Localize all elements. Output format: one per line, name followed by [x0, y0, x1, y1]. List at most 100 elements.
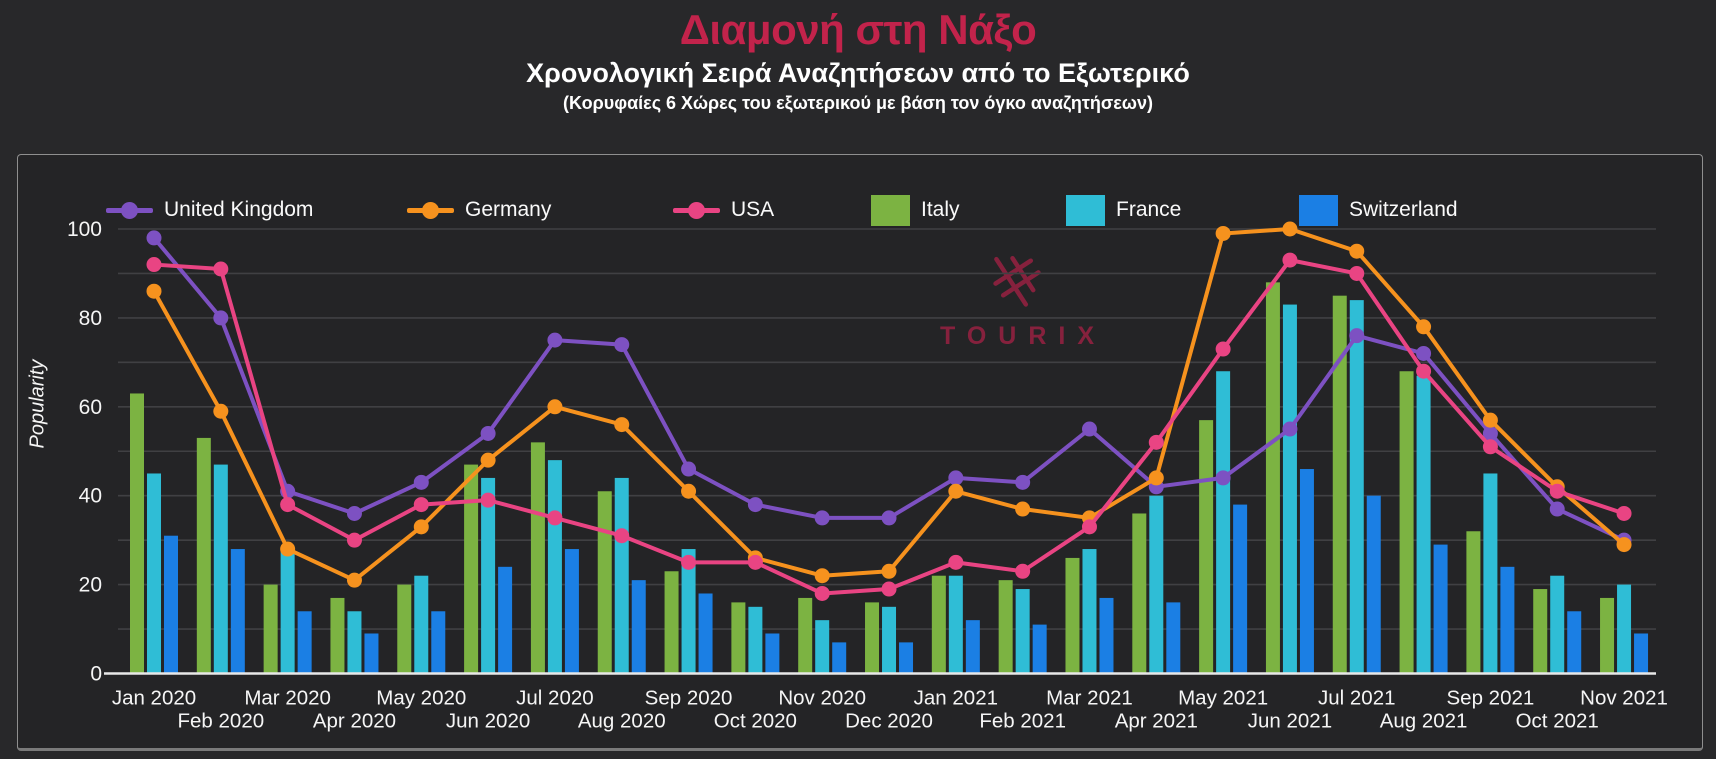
bar-france-Jun-2020	[481, 477, 496, 674]
point-united-kingdom-Aug-2021	[1416, 345, 1432, 361]
bar-italy-Mar-2021	[1065, 557, 1080, 674]
point-germany-May-2021	[1215, 225, 1231, 241]
legend-item-italy[interactable]: Italy	[871, 193, 960, 227]
x-tick-label-Jun-2021: Jun 2021	[1248, 710, 1332, 733]
bar-switzerland-Oct-2020	[765, 633, 780, 674]
point-usa-Jan-2020	[146, 257, 162, 273]
point-germany-Jan-2020	[146, 283, 162, 299]
page-subtitle: Χρονολογική Σειρά Αναζητήσεων από το Εξω…	[526, 58, 1190, 88]
page-note: (Κορυφαίες 6 Χώρες του εξωτερικού με βάσ…	[563, 93, 1153, 113]
point-usa-Jun-2021	[1282, 252, 1298, 268]
bar-switzerland-Jun-2020	[498, 566, 513, 674]
x-tick-label-Jan-2021: Jan 2021	[914, 687, 998, 710]
y-tick-label-60: 60	[79, 396, 102, 419]
point-united-kingdom-Apr-2020	[346, 505, 362, 521]
point-germany-Nov-2020	[814, 568, 830, 584]
y-tick-label-20: 20	[79, 574, 102, 597]
point-germany-Jul-2020	[547, 399, 563, 415]
legend-item-usa[interactable]: USA	[673, 193, 774, 227]
y-tick-label-100: 100	[67, 218, 102, 241]
legend-swatch-france	[1066, 194, 1105, 226]
point-united-kingdom-Jul-2021	[1349, 328, 1365, 344]
legend-swatch-switzerland	[1299, 194, 1338, 226]
point-united-kingdom-Jun-2020	[480, 425, 496, 441]
point-united-kingdom-Jun-2021	[1282, 421, 1298, 437]
bar-switzerland-Mar-2020	[297, 611, 312, 674]
bar-switzerland-Jan-2020	[164, 535, 178, 674]
bar-france-Aug-2021	[1416, 375, 1431, 674]
legend-item-france[interactable]: France	[1066, 193, 1181, 227]
bar-switzerland-Mar-2021	[1099, 597, 1114, 674]
legend-label-usa: USA	[731, 198, 775, 221]
bar-switzerland-Aug-2020	[631, 580, 646, 674]
bar-switzerland-May-2021	[1233, 504, 1248, 674]
point-germany-Feb-2021	[1015, 501, 1031, 517]
y-tick-label-80: 80	[79, 307, 102, 330]
point-united-kingdom-Jan-2021	[948, 470, 964, 486]
bar-italy-Feb-2020	[196, 437, 211, 674]
point-usa-Apr-2021	[1148, 434, 1164, 450]
bar-france-Feb-2021	[1015, 589, 1030, 674]
bar-switzerland-Jan-2021	[965, 620, 980, 674]
x-tick-label-Sep-2021: Sep 2021	[1447, 687, 1535, 710]
bar-switzerland-Jun-2021	[1299, 469, 1314, 674]
legend-label-switzerland: Switzerland	[1349, 198, 1458, 221]
point-germany-Sep-2020	[681, 483, 697, 499]
legend-item-germany[interactable]: Germany	[407, 193, 551, 227]
bar-switzerland-Feb-2021	[1032, 624, 1047, 674]
point-usa-May-2020	[413, 497, 429, 513]
bar-france-Oct-2021	[1550, 575, 1565, 674]
bar-italy-Oct-2020	[731, 602, 746, 674]
point-germany-Nov-2021	[1616, 537, 1632, 553]
bar-france-Aug-2020	[614, 477, 629, 674]
x-tick-label-Aug-2020: Aug 2020	[578, 710, 666, 733]
bar-france-Apr-2021	[1149, 495, 1164, 674]
point-usa-Nov-2020	[814, 585, 830, 601]
point-united-kingdom-Feb-2021	[1015, 474, 1031, 490]
point-germany-Apr-2020	[346, 572, 362, 588]
point-usa-Mar-2020	[280, 497, 296, 513]
bar-italy-Dec-2020	[865, 602, 880, 674]
bar-france-Jun-2021	[1282, 304, 1297, 674]
point-usa-Oct-2021	[1549, 483, 1565, 499]
bar-switzerland-Dec-2020	[899, 642, 914, 674]
bar-switzerland-Sep-2020	[698, 593, 713, 674]
bar-switzerland-Feb-2020	[230, 549, 245, 674]
point-usa-Jul-2021	[1349, 265, 1365, 281]
x-tick-label-May-2021: May 2021	[1178, 687, 1268, 710]
legend-item-united-kingdom[interactable]: United Kingdom	[106, 193, 313, 227]
point-usa-Aug-2021	[1416, 363, 1432, 379]
legend-line-marker-usa	[673, 193, 720, 227]
point-germany-Aug-2020	[614, 417, 630, 433]
point-united-kingdom-Feb-2020	[213, 310, 229, 326]
bar-switzerland-Nov-2021	[1634, 633, 1649, 674]
bar-italy-Aug-2020	[597, 491, 612, 674]
point-united-kingdom-Oct-2021	[1549, 501, 1565, 517]
legend-line-marker-germany	[407, 193, 454, 227]
point-germany-Jan-2021	[948, 483, 964, 499]
bar-italy-Feb-2021	[998, 580, 1013, 674]
bar-switzerland-Jul-2021	[1366, 495, 1381, 674]
watermark-text: TOURIX	[940, 322, 1106, 350]
point-germany-Apr-2021	[1148, 470, 1164, 486]
bar-switzerland-Nov-2020	[832, 642, 847, 674]
bar-france-Mar-2021	[1082, 549, 1097, 674]
point-united-kingdom-Dec-2020	[881, 510, 897, 526]
bar-italy-May-2020	[397, 584, 412, 674]
point-germany-Jun-2020	[480, 452, 496, 468]
point-usa-Feb-2021	[1015, 563, 1031, 579]
chart-header: Διαμονή στη Νάξο Χρονολογική Σειρά Αναζη…	[0, 0, 1716, 114]
x-tick-label-Oct-2020: Oct 2020	[714, 710, 797, 733]
point-usa-Sep-2021	[1482, 439, 1498, 455]
point-united-kingdom-Oct-2020	[747, 497, 763, 513]
x-tick-label-Mar-2020: Mar 2020	[244, 687, 331, 710]
legend-swatch-italy	[871, 194, 910, 226]
bar-switzerland-Aug-2021	[1433, 544, 1448, 674]
legend-item-switzerland[interactable]: Switzerland	[1299, 193, 1458, 227]
point-usa-Jul-2020	[547, 510, 563, 526]
x-tick-label-Nov-2020: Nov 2020	[778, 687, 866, 710]
point-usa-Mar-2021	[1081, 519, 1097, 535]
bar-switzerland-Apr-2020	[364, 633, 379, 674]
x-tick-label-Feb-2020: Feb 2020	[178, 710, 265, 733]
bar-france-Jan-2021	[948, 575, 963, 674]
